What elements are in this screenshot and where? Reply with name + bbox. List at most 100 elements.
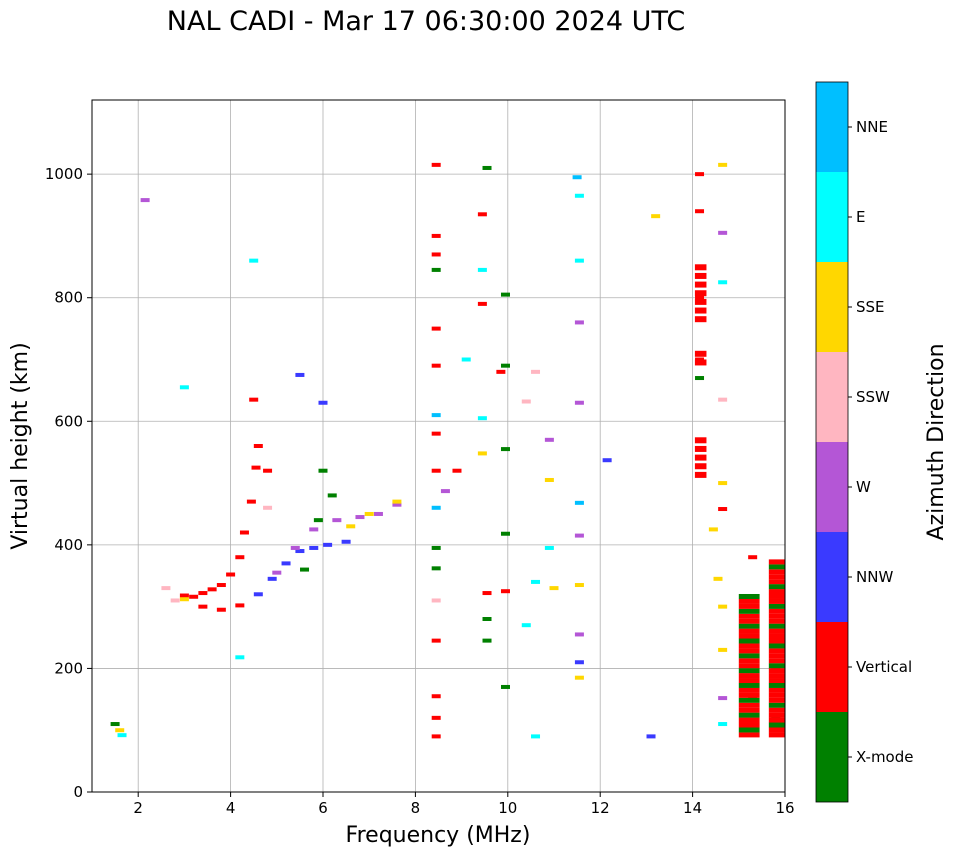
band-14mhz-4 [694,437,707,444]
colorbar-segment-nnw [816,532,848,622]
echo-mark-100 [574,500,584,505]
band-15mhz-32 [738,643,760,649]
echo-mark-97 [574,258,584,263]
echo-mark-74 [477,416,487,421]
echo-mark-37 [364,511,374,516]
band-16mhz-69 [768,603,785,609]
band-16mhz-55 [768,673,785,679]
band-16mhz-49 [768,702,785,708]
echo-mark-87 [521,623,531,628]
echo-mark-126 [718,696,728,701]
colorbar-segment-vertical [816,622,848,712]
echo-mark-110 [695,209,705,214]
band-16mhz-54 [768,678,785,684]
band-14mhz-12 [694,272,707,279]
echo-mark-65 [431,715,441,720]
band-16mhz-60 [768,648,785,654]
band-16mhz-77 [768,564,785,570]
echo-mark-14 [216,607,226,612]
colorbar-segment-ssw [816,352,848,442]
echo-mark-27 [309,527,319,532]
band-14mhz-3 [694,445,707,452]
echo-mark-93 [549,586,559,591]
band-14mhz-11 [694,281,707,288]
band-15mhz-23 [738,687,760,693]
echo-mark-58 [431,468,441,473]
echo-mark-31 [392,502,402,507]
band-15mhz-22 [738,692,760,698]
colorbar-segment-x-mode [816,712,848,802]
echo-mark-85 [496,369,506,374]
chart-title: NAL CADI - Mar 17 06:30:00 2024 UTC [166,6,686,37]
x-tick-label-6: 6 [318,799,328,817]
band-15mhz-39 [738,608,760,614]
echo-mark-78 [482,638,492,643]
dense-echo-bands [694,264,785,738]
band-16mhz-66 [768,618,785,624]
echo-mark-79 [500,292,510,297]
echo-mark-35 [318,468,328,473]
colorbar-label-nne: NNE [856,118,888,136]
echo-mark-4 [216,583,226,588]
band-15mhz-17 [738,717,760,723]
band-16mhz-62 [768,638,785,644]
echo-mark-36 [346,524,356,529]
colorbar-label: Azimuth Direction [924,343,949,540]
echo-mark-121 [718,507,728,512]
echo-mark-33 [313,518,323,523]
band-14mhz-1 [694,463,707,470]
echo-mark-68 [452,468,462,473]
echo-mark-8 [246,499,256,504]
echo-mark-111 [695,295,705,300]
echo-mark-56 [431,413,441,418]
x-tick-label-2: 2 [133,799,143,817]
colorbar-segment-sse [816,262,848,352]
colorbar-segment-e [816,172,848,262]
echo-mark-76 [482,591,492,596]
echo-mark-30 [373,511,383,516]
y-tick-label-0: 0 [73,783,83,801]
echo-mark-28 [332,518,342,523]
colorbar-label-w: W [856,478,871,496]
echo-mark-42 [263,505,273,510]
band-15mhz-41 [738,598,760,604]
band-15mhz-29 [738,658,760,664]
band-16mhz-43 [768,732,785,738]
echo-mark-66 [431,734,441,739]
x-axis-label: Frequency (MHz) [346,823,531,848]
echo-mark-11 [249,397,259,402]
band-15mhz-27 [738,668,760,674]
band-15mhz-37 [738,618,760,624]
y-tick-label-800: 800 [54,289,83,307]
y-tick-label-400: 400 [54,536,83,554]
echo-mark-19 [295,549,305,554]
colorbar-segment-w [816,442,848,532]
echo-mark-75 [477,451,487,456]
echo-mark-10 [253,444,263,448]
band-15mhz-40 [738,603,760,609]
band-15mhz-16 [738,722,760,728]
echo-mark-119 [718,397,728,402]
band-15mhz-19 [738,707,760,713]
echo-mark-59 [431,505,441,510]
echo-mark-50 [431,162,441,167]
band-16mhz-70 [768,598,785,604]
band-15mhz-15 [738,727,760,733]
band-16mhz-63 [768,633,785,639]
echo-mark-38 [392,499,402,504]
echo-mark-69 [461,357,471,362]
echo-mark-20 [309,545,319,550]
echo-mark-1 [189,594,199,599]
band-16mhz-78 [768,559,785,565]
y-axis-ticks: 0 200 400 600 800 1000 [45,165,92,801]
echo-mark-86 [521,399,531,404]
band-15mhz-26 [738,673,760,679]
band-15mhz-34 [738,633,760,639]
echo-mark-116 [718,162,728,167]
echo-mark-43 [179,385,189,390]
echo-mark-16 [253,592,263,597]
echo-mark-82 [500,531,510,536]
band-16mhz-46 [768,717,785,723]
band-16mhz-50 [768,697,785,703]
x-tick-label-8: 8 [411,799,421,817]
